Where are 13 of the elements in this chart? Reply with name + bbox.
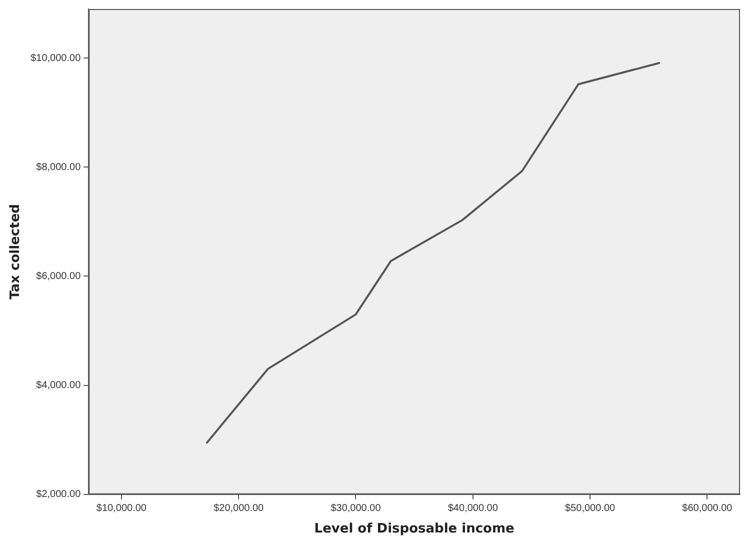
y-tick-label: $8,000.00 — [36, 162, 82, 173]
x-tick-label: $50,000.00 — [565, 503, 616, 514]
x-axis-title: Level of Disposable income — [314, 522, 515, 537]
y-tick-label: $2,000.00 — [36, 489, 82, 500]
y-axis-title: Tax collected — [8, 204, 24, 300]
y-tick-label: $4,000.00 — [36, 380, 82, 392]
y-tick-label: $10,000.00 — [30, 52, 82, 64]
x-tick-label: $10,000.00 — [96, 503, 147, 514]
x-tick-label: $60,000.00 — [682, 503, 733, 514]
x-tick-label: $40,000.00 — [448, 503, 498, 514]
x-tick-label: $30,000.00 — [330, 503, 382, 514]
x-tick-label: $20,000.00 — [214, 503, 264, 514]
y-tick-label: $6,000.00 — [36, 270, 82, 282]
